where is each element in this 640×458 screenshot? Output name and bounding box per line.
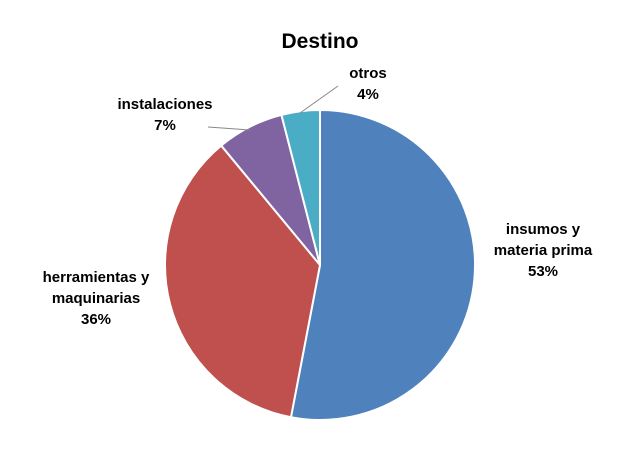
data-label-value: 7% [154,117,176,134]
data-label: instalaciones 7% [117,96,212,134]
pie-slice [280,108,321,266]
data-label-value: 36% [81,311,111,328]
data-label: herramientas y maquinarias 36% [43,269,150,328]
pie-slice [164,144,322,419]
leader-line [207,126,251,131]
data-label: otros 4% [349,65,387,103]
data-label-value: 4% [357,86,379,103]
data-label-category: materia prima [494,242,593,259]
data-label-category: herramientas y [43,269,150,286]
data-label-value: 53% [528,263,558,280]
leader-line [299,85,339,114]
chart-title: Destino [281,30,359,53]
data-label-category: maquinarias [52,290,140,307]
pie-slice [289,108,476,421]
data-label-category: otros [349,65,387,82]
data-label: insumos y materia prima 53% [494,221,593,280]
data-label-category: insumos y [506,221,581,238]
data-label-category: instalaciones [117,96,212,113]
